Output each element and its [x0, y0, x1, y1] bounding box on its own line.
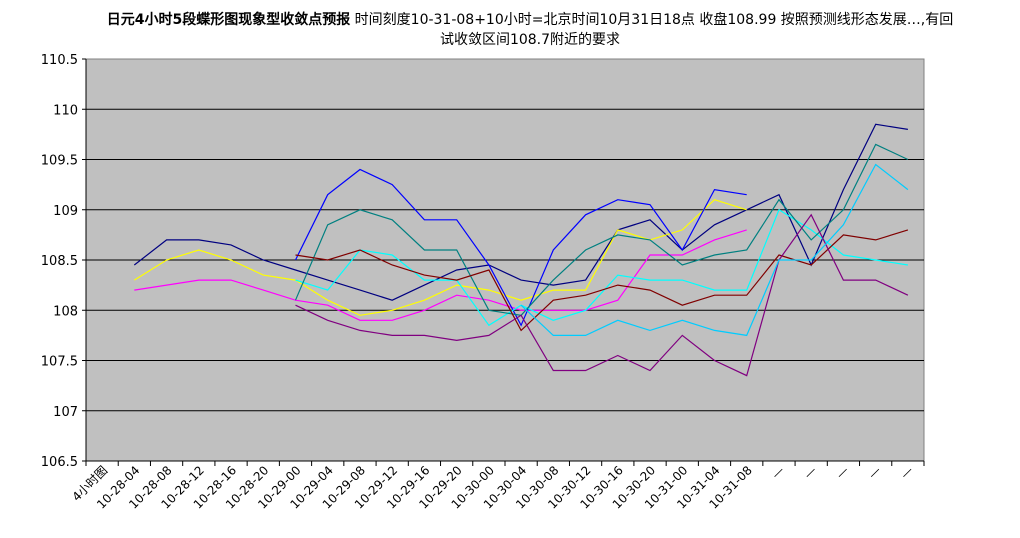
x-tick-label: —	[833, 463, 851, 481]
series-line-6	[294, 143, 909, 316]
y-tick-label: 107	[53, 405, 78, 420]
y-tick-label: 107.5	[41, 355, 78, 370]
y-tick-label: 106.5	[41, 455, 78, 470]
series-line-9	[520, 163, 909, 337]
series-line-8	[295, 213, 909, 377]
x-tick-label: —	[801, 463, 819, 481]
x-tick-label: —	[898, 463, 916, 481]
series-line-1	[133, 123, 908, 301]
chart-title-detail: 时间刻度10-31-08+10小时=北京时间10月31日18点 收盘108.99…	[354, 12, 954, 48]
y-tick-label: 109.5	[41, 154, 78, 169]
y-tick-label: 109	[53, 204, 78, 219]
series-line-3	[133, 199, 747, 316]
y-tick-label: 108	[53, 304, 78, 319]
y-tick-label: 110.5	[41, 53, 78, 68]
series-line-5	[295, 208, 908, 327]
y-tick-label: 108.5	[41, 254, 78, 269]
series-line-4	[294, 168, 747, 327]
x-tick-label: —	[769, 463, 787, 481]
x-tick-label: —	[865, 463, 883, 481]
series-line-7	[295, 229, 909, 332]
chart-title-main: 日元4小时5段蝶形图现象型收敛点预报	[106, 12, 351, 28]
series-line-2	[134, 229, 747, 321]
y-tick-label: 110	[53, 103, 78, 118]
chart-title: 日元4小时5段蝶形图现象型收敛点预报 时间刻度10-31-08+10小时=北京时…	[100, 10, 960, 50]
